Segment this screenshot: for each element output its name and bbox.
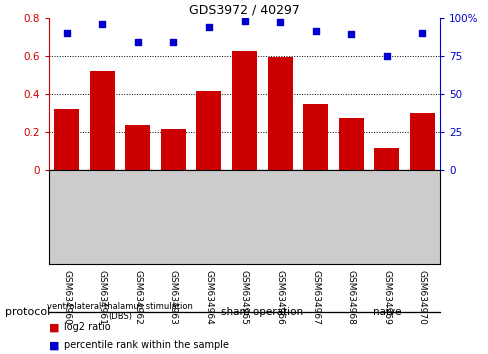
Point (418, 30, 426, 36)
Bar (196, 91, 221, 170)
Bar (303, 104, 327, 170)
Point (382, 53, 390, 58)
Point (240, 18, 248, 24)
Point (98, 21, 106, 27)
Bar (267, 57, 292, 170)
Bar (409, 113, 434, 170)
Text: ■: ■ (49, 322, 59, 332)
Text: ventrolateral thalamus stimulation
(DBS): ventrolateral thalamus stimulation (DBS) (47, 302, 193, 321)
Text: protocol: protocol (5, 307, 50, 316)
Point (204, 24, 212, 30)
Text: ■: ■ (49, 340, 59, 350)
Point (134, 39, 142, 45)
Bar (373, 148, 398, 170)
Point (169, 39, 177, 45)
Bar (90, 71, 115, 170)
Bar (232, 51, 256, 170)
Text: percentile rank within the sample: percentile rank within the sample (63, 340, 228, 350)
Text: naive: naive (372, 307, 400, 316)
Bar (125, 125, 150, 170)
Text: log2 ratio: log2 ratio (63, 322, 110, 332)
Point (62, 30, 70, 36)
Point (311, 29, 319, 34)
Point (346, 32, 354, 37)
Text: sham operation: sham operation (221, 307, 303, 316)
Bar (338, 118, 363, 170)
Point (276, 19, 284, 25)
Bar (54, 109, 79, 170)
Bar (161, 129, 185, 170)
Title: GDS3972 / 40297: GDS3972 / 40297 (189, 4, 299, 17)
